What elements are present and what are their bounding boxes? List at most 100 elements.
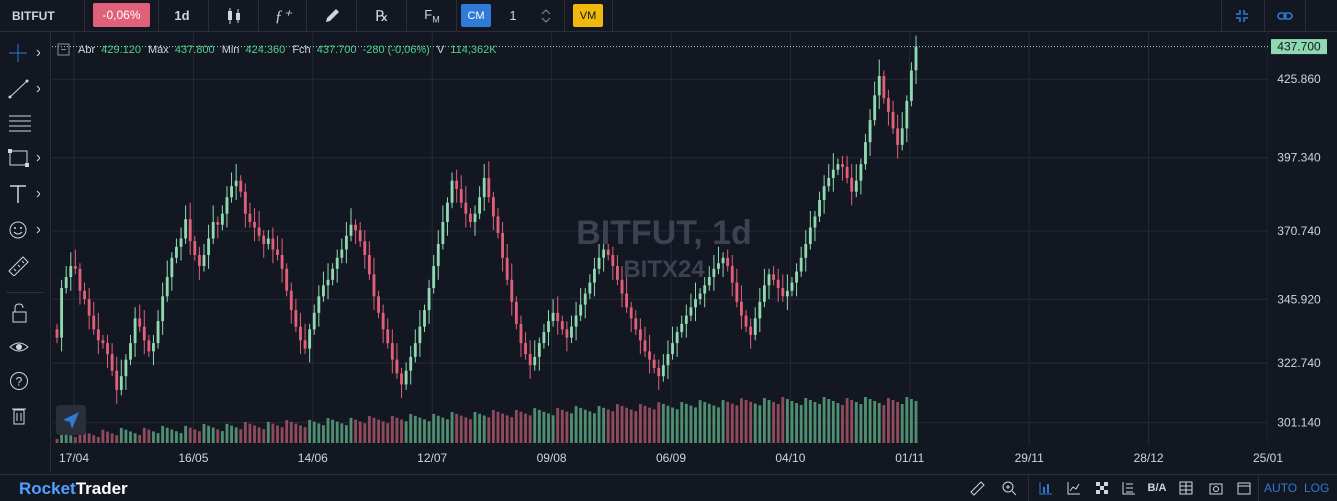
fullscreen-button[interactable]	[1234, 479, 1254, 497]
divider	[208, 0, 209, 31]
volume-bar	[280, 427, 284, 443]
compare-button[interactable]	[1119, 479, 1139, 497]
volume-bar	[643, 405, 647, 443]
volume-bar	[179, 433, 183, 443]
navigate-button[interactable]	[56, 405, 86, 435]
volume-bar	[216, 429, 220, 443]
lock-tool[interactable]	[6, 298, 46, 328]
candle-body	[142, 326, 146, 341]
candle-body	[464, 202, 468, 214]
candle-type-button[interactable]	[218, 0, 250, 31]
volume-bar	[386, 423, 390, 443]
shape-tool[interactable]	[6, 143, 46, 173]
log-scale-button[interactable]: LOG	[1304, 481, 1330, 495]
volume-bar	[666, 405, 670, 443]
volume-bar	[914, 401, 918, 443]
indicator-chart-button[interactable]	[1064, 479, 1084, 497]
lot-stepper[interactable]	[538, 0, 554, 31]
candle-body	[446, 202, 449, 222]
candle-body	[785, 290, 789, 297]
divider	[258, 0, 259, 31]
brand-logo: RocketTrader	[19, 479, 128, 499]
volume-bar	[684, 403, 688, 443]
lot-input[interactable]: 1	[509, 8, 517, 23]
price-chart[interactable]: BITFUT, 1d BITX24 425.860 397.340 370.740 3…	[0, 32, 1337, 474]
interval-button[interactable]: 1d	[174, 8, 190, 23]
close-label: Fch	[292, 44, 310, 56]
histogram-button[interactable]	[1036, 479, 1056, 497]
candle-body	[101, 340, 105, 344]
measure-button[interactable]	[966, 479, 988, 497]
crosshair-tool[interactable]	[6, 38, 46, 68]
candle-body	[129, 343, 132, 360]
screenshot-button[interactable]	[1206, 479, 1226, 497]
cm-button[interactable]: CM	[461, 4, 491, 27]
volume-bar	[473, 411, 477, 443]
link-button[interactable]	[1272, 0, 1298, 31]
legend-bar: Abr 429.120 Máx 437.800 Min 424.360 Fch …	[57, 43, 497, 56]
volume-bar	[808, 400, 812, 443]
volume-bar	[744, 400, 748, 443]
candle-body	[909, 70, 913, 101]
low-label: Min	[222, 44, 240, 56]
volume-bar	[211, 427, 215, 443]
candle-body	[845, 166, 849, 178]
layout-button[interactable]	[1230, 0, 1254, 31]
volume-bar	[110, 433, 114, 443]
candle-body	[799, 257, 803, 272]
trendline-tool[interactable]	[6, 74, 46, 104]
volume-bar	[322, 425, 325, 443]
candle-body	[459, 188, 463, 203]
candle-body	[565, 329, 569, 338]
volume-bar	[680, 402, 684, 443]
volume-bar	[197, 431, 201, 443]
candle-body	[583, 293, 587, 305]
volume-bar	[234, 427, 238, 443]
candle-body	[680, 323, 684, 333]
candle-body	[721, 257, 725, 264]
candle-body	[239, 180, 243, 192]
indicators-button[interactable]: ƒ⁺	[268, 0, 298, 31]
delete-tool[interactable]	[6, 400, 46, 430]
auto-scale-button[interactable]: AUTO	[1264, 481, 1298, 495]
emoji-tool[interactable]	[6, 215, 46, 245]
ruler-tool[interactable]	[6, 250, 46, 280]
candle-body	[96, 329, 100, 341]
candle-body	[285, 268, 289, 291]
volume-bar	[432, 413, 436, 443]
fm-button[interactable]: FM	[416, 0, 448, 31]
help-tool[interactable]: ?	[6, 366, 46, 396]
candle-body	[308, 329, 312, 349]
vm-button[interactable]: VM	[573, 4, 603, 27]
candle-body	[560, 321, 564, 330]
candle-body	[193, 241, 197, 256]
volume-bar	[661, 403, 665, 443]
collapse-icon[interactable]	[57, 43, 70, 56]
draw-button[interactable]	[318, 0, 346, 31]
candle-body	[781, 288, 785, 297]
divider	[306, 0, 307, 31]
time-tick-label: 28/12	[1134, 451, 1164, 465]
dom-button[interactable]	[1176, 479, 1196, 497]
volume-bar	[468, 419, 472, 443]
candle-body	[698, 293, 702, 300]
volume-bar	[55, 439, 59, 443]
zoom-button[interactable]	[998, 479, 1020, 497]
candle-body	[436, 244, 440, 267]
candle-body	[638, 329, 642, 341]
crosshair-icon	[9, 44, 40, 62]
volume-bar	[877, 403, 881, 443]
fib-tool[interactable]	[6, 108, 46, 138]
volume-bar	[184, 425, 188, 443]
bid-ask-button[interactable]: B/A	[1147, 482, 1167, 494]
volume-bar	[395, 417, 399, 443]
symbol-selector[interactable]: BITFUT	[12, 8, 55, 23]
pattern-button[interactable]	[1092, 479, 1112, 497]
candle-body	[795, 271, 798, 283]
candle-body	[266, 238, 270, 245]
text-tool[interactable]	[6, 179, 46, 209]
visibility-tool[interactable]	[6, 332, 46, 362]
candle-body	[496, 216, 500, 233]
volume-bar	[583, 409, 587, 443]
rx-button[interactable]: ℞	[368, 0, 396, 31]
